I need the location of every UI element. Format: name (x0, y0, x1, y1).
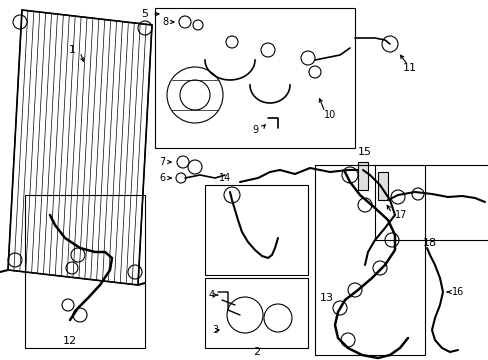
Bar (374, 165, 488, 240)
Text: 15: 15 (357, 147, 371, 157)
Text: 8: 8 (162, 17, 168, 27)
Text: 5: 5 (141, 9, 148, 19)
Text: 16: 16 (451, 287, 463, 297)
Text: 18: 18 (422, 238, 436, 248)
Bar (377, 172, 387, 200)
Text: 4: 4 (208, 290, 215, 300)
Text: 1: 1 (68, 45, 75, 55)
Text: 2: 2 (253, 347, 260, 357)
Text: 12: 12 (63, 336, 77, 346)
Text: 7: 7 (159, 157, 164, 167)
Bar (204, 278, 307, 348)
Bar (155, 8, 354, 148)
Bar (314, 165, 424, 355)
Text: 6: 6 (159, 173, 164, 183)
Bar (357, 162, 367, 190)
Text: 10: 10 (323, 110, 335, 120)
Text: 13: 13 (319, 293, 333, 303)
Text: 9: 9 (251, 125, 258, 135)
Text: 17: 17 (394, 210, 407, 220)
Bar (25, 195, 145, 348)
Bar (204, 185, 307, 275)
Text: 14: 14 (219, 173, 231, 183)
Text: 11: 11 (402, 63, 416, 73)
Text: 3: 3 (211, 325, 218, 335)
